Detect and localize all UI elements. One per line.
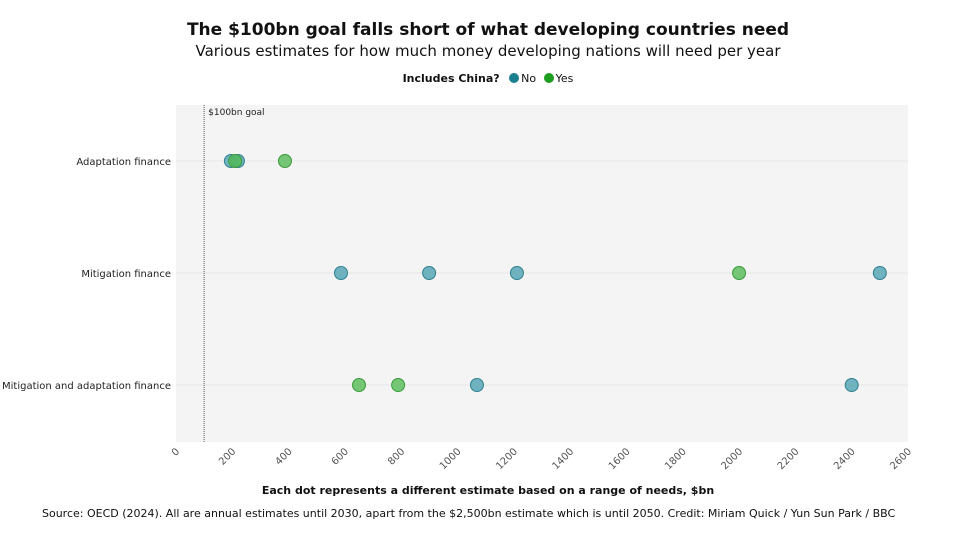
legend-label-yes: Yes (555, 72, 574, 85)
data-point-yes (391, 378, 406, 392)
data-point-yes (228, 154, 243, 168)
data-point-yes (732, 266, 747, 280)
x-tick-label: 0 (170, 446, 182, 458)
x-tick-label: 1600 (607, 446, 633, 472)
x-tick-label: 2000 (719, 446, 745, 472)
source-note: Source: OECD (2024). All are annual esti… (42, 507, 896, 520)
data-point-no (844, 378, 859, 392)
data-point-no (333, 266, 348, 280)
category-label: Adaptation finance (76, 157, 171, 168)
legend-swatch-yes (543, 73, 554, 83)
category-label: Mitigation and adaptation finance (2, 381, 171, 392)
x-tick-label: 2200 (776, 446, 802, 472)
x-tick-label: 2400 (832, 446, 858, 472)
category-label: Mitigation finance (81, 269, 171, 280)
x-tick-label: 200 (217, 446, 238, 467)
x-tick-label: 600 (330, 446, 351, 467)
legend: Includes China? No Yes (0, 72, 976, 85)
legend-swatch-no (509, 73, 520, 83)
x-tick-label: 2600 (888, 446, 914, 472)
chart-title: The $100bn goal falls short of what deve… (186, 20, 790, 40)
x-tick-label: 400 (273, 446, 294, 467)
legend-label-no: No (521, 72, 537, 85)
x-axis-label: Each dot represents a different estimate… (261, 484, 715, 497)
x-tick-label: 1400 (550, 446, 576, 472)
data-point-yes (352, 378, 366, 392)
legend-title: Includes China? (402, 72, 500, 85)
data-point-no (469, 378, 484, 392)
data-point-yes (277, 154, 292, 168)
x-tick-label: 1800 (663, 446, 689, 472)
data-point-no (509, 266, 524, 280)
x-tick-label: 1200 (494, 446, 520, 472)
chart-subtitle: Various estimates for how much money dev… (195, 42, 781, 60)
data-point-no (422, 266, 437, 280)
x-tick-label: 800 (386, 446, 407, 467)
x-tick-label: 1000 (438, 446, 464, 472)
reference-line-label: $100bn goal (208, 108, 264, 118)
data-point-no (872, 266, 887, 280)
